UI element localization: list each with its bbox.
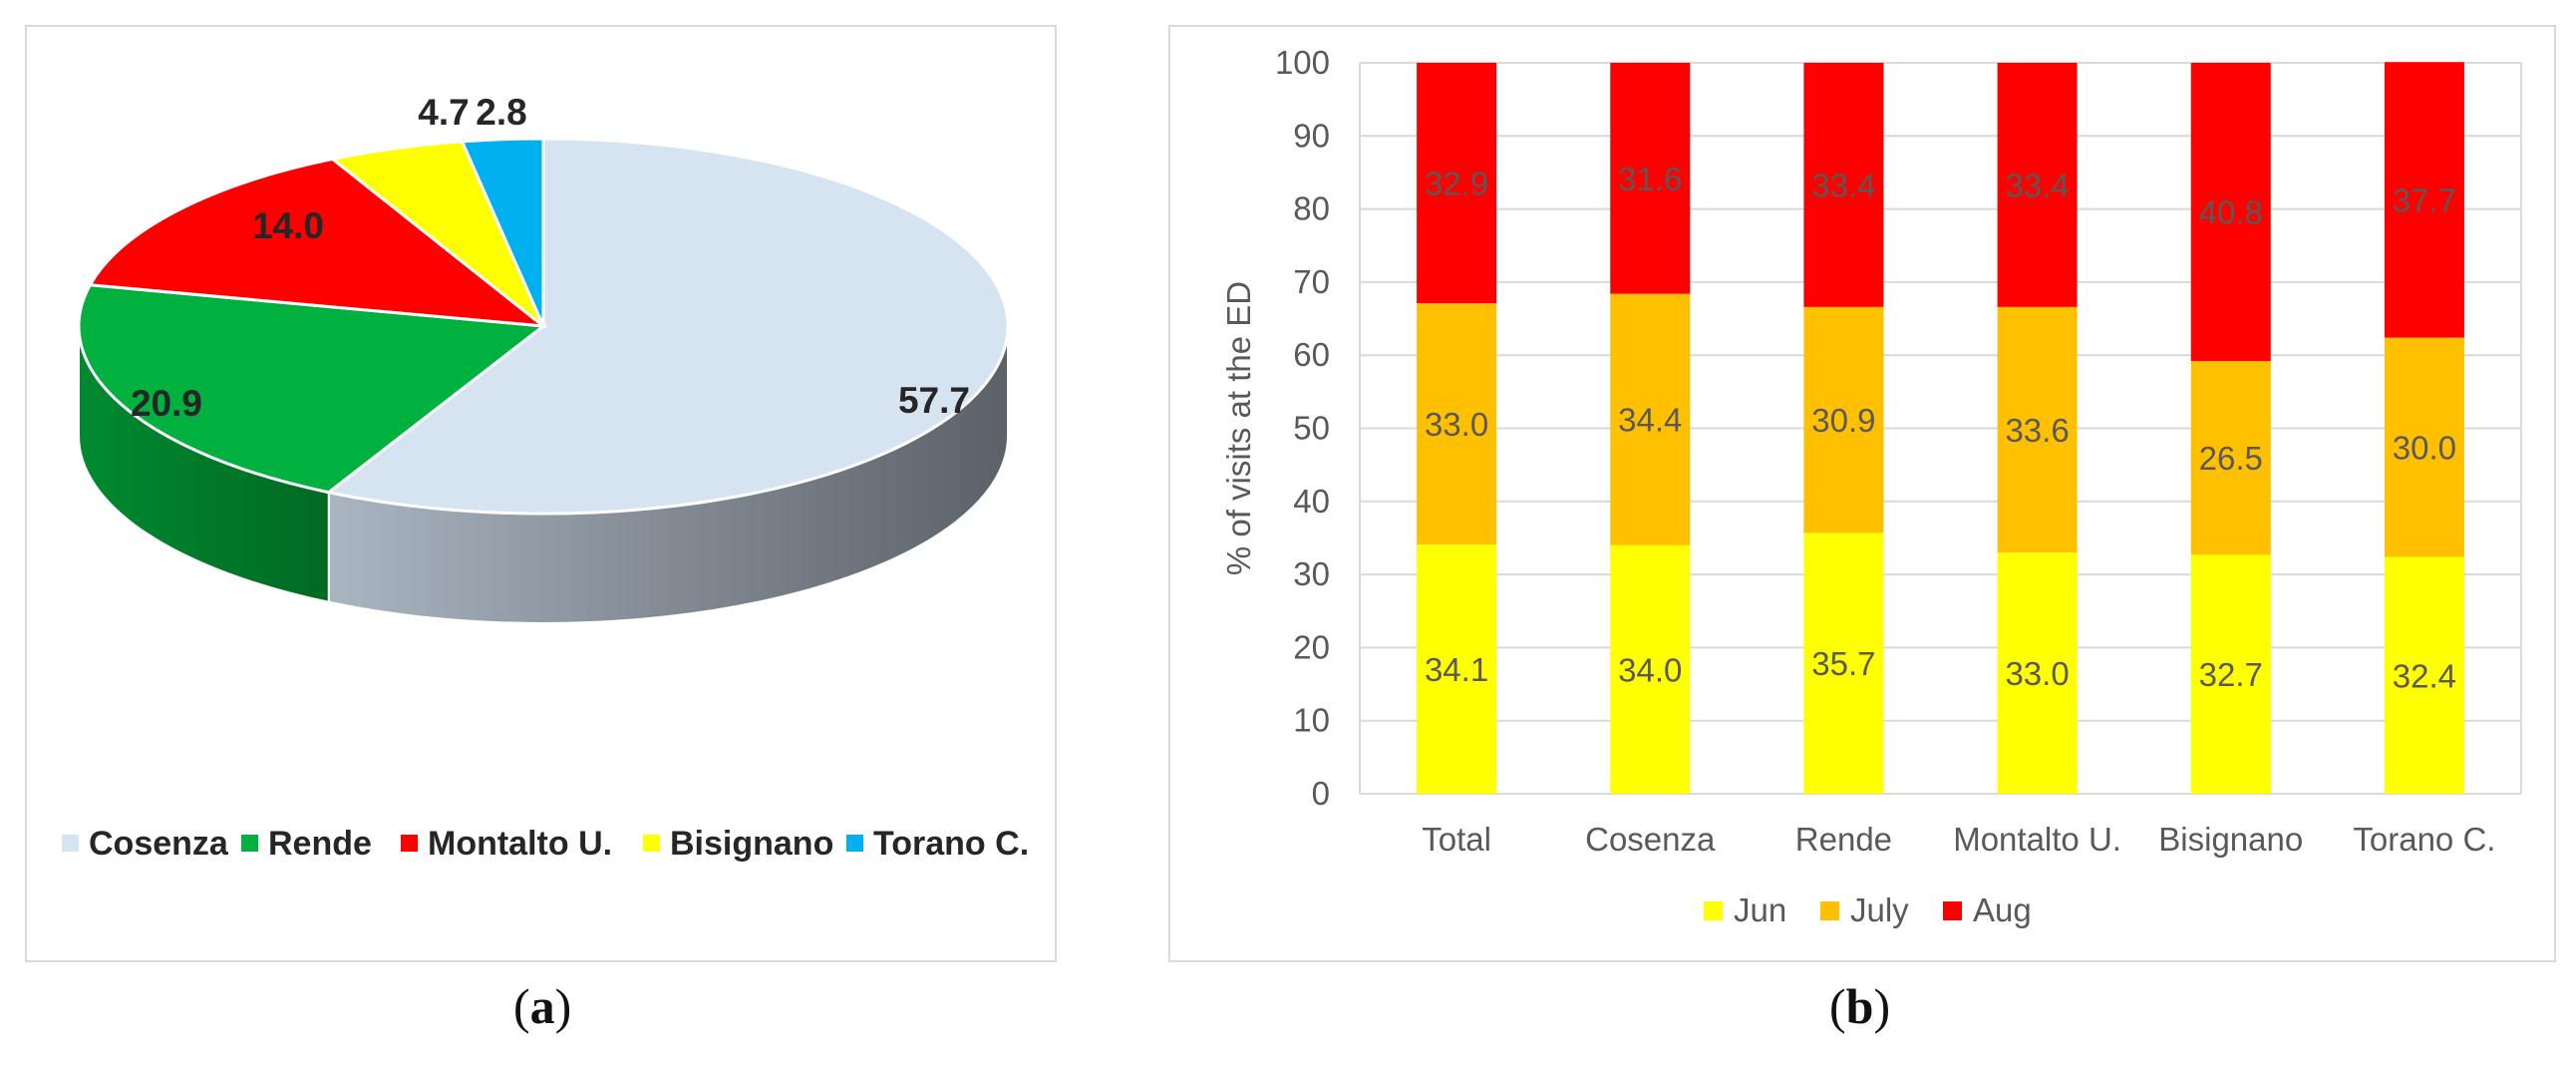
bar-aug-cosenza	[1610, 63, 1691, 294]
bar-jun-torano-c	[2384, 556, 2464, 794]
bar-aug-montalto-u	[1997, 63, 2078, 307]
bar-aug-torano-c	[2384, 62, 2464, 338]
y-tick-label: 60	[1293, 336, 1330, 373]
bar-jun-montalto-u	[1997, 552, 2078, 794]
pie-data-label: 20.9	[131, 383, 202, 424]
bar-data-label-jun: 34.0	[1618, 651, 1682, 688]
bar-jun-rende	[1803, 532, 1884, 794]
y-tick-label: 0	[1312, 775, 1330, 812]
bar-data-label-july: 34.4	[1618, 402, 1682, 439]
legend-label-july: July	[1850, 891, 1909, 928]
stacked-bar-chart-panel: 0 10 20 30 40 50 60 70 80 90 100 % of visits at the…	[1168, 25, 2556, 962]
x-tick-label: Rende	[1795, 821, 1892, 858]
y-tick-label: 10	[1293, 702, 1330, 739]
bar-jun-cosenza	[1610, 544, 1691, 794]
legend-swatch-montalto-u	[401, 835, 418, 852]
legend-label-montalto-u: Montalto U.	[428, 825, 612, 863]
legend-label-aug: Aug	[1973, 891, 2032, 928]
bar-data-label-aug: 33.4	[2005, 167, 2069, 203]
y-tick-label: 70	[1293, 263, 1330, 300]
bar-data-label-july: 30.9	[1811, 402, 1875, 439]
bar-data-label-aug: 32.9	[1425, 166, 1488, 202]
pie-chart-panel: 57.7 20.9 14.0 4.7 2.8 Cosenza Rende Montalto U…	[25, 25, 1057, 962]
bar-data-label-jun: 35.7	[1811, 645, 1875, 682]
bar-july-torano-c	[2384, 337, 2464, 557]
bar-data-label-jun: 32.7	[2199, 656, 2263, 693]
y-tick-label: 40	[1293, 483, 1330, 520]
legend-swatch-aug	[1943, 901, 1962, 920]
x-tick-label: Montalto U.	[1953, 821, 2121, 858]
y-axis-title: % of visits at the ED	[1220, 281, 1257, 575]
pie-data-label: 2.8	[476, 92, 526, 133]
legend-swatch-rende	[241, 835, 258, 852]
bar-aug-bisignano	[2190, 63, 2271, 362]
legend-label-rende: Rende	[268, 825, 372, 863]
pie-data-label: 14.0	[252, 205, 324, 246]
y-tick-label: 30	[1293, 555, 1330, 592]
pie-slice-rende	[77, 283, 547, 495]
pie-slice-montalto-u	[87, 157, 548, 328]
legend-label-cosenza: Cosenza	[89, 825, 229, 863]
bar-july-rende	[1803, 306, 1884, 533]
bar-data-label-jun: 32.4	[2393, 657, 2456, 694]
legend-swatch-bisignano	[643, 835, 660, 852]
pie-slice-cosenza	[325, 137, 1010, 516]
bar-july-total	[1417, 303, 1497, 545]
legend-label-jun: Jun	[1734, 891, 1786, 928]
bar-data-label-july: 33.6	[2005, 412, 2069, 449]
stacked-bar-chart: 0 10 20 30 40 50 60 70 80 90 100 % of visits at the…	[1220, 44, 2522, 928]
legend-label-torano-c: Torano C.	[873, 825, 1029, 863]
caption-a: (a)	[513, 978, 572, 1034]
bar-data-label-july: 33.0	[1425, 406, 1488, 443]
bar-data-label-aug: 40.8	[2199, 194, 2263, 231]
bar-data-label-july: 26.5	[2199, 440, 2263, 477]
y-tick-label: 50	[1293, 410, 1330, 447]
pie-data-label: 4.7	[418, 92, 469, 133]
x-tick-label: Torano C.	[2353, 821, 2495, 858]
bar-july-cosenza	[1610, 293, 1691, 545]
y-tick-label: 20	[1293, 628, 1330, 665]
bar-aug-total	[1417, 63, 1497, 304]
bar-jun-bisignano	[2190, 554, 2271, 794]
legend-swatch-july	[1820, 901, 1839, 920]
bar-data-label-aug: 31.6	[1618, 161, 1682, 197]
pie-slice-torano-c	[460, 137, 545, 327]
y-tick-label: 90	[1293, 117, 1330, 154]
legend-label-bisignano: Bisignano	[670, 825, 833, 863]
y-tick-label: 80	[1293, 190, 1330, 227]
legend-swatch-cosenza	[62, 835, 79, 852]
bar-jun-total	[1417, 544, 1497, 794]
legend-swatch-torano-c	[846, 835, 863, 852]
caption-b: (b)	[1829, 978, 1891, 1034]
pie-chart: 57.7 20.9 14.0 4.7 2.8 Cosenza Rende Montalto U…	[62, 92, 1029, 863]
bar-aug-rende	[1803, 63, 1884, 307]
x-tick-label: Total	[1422, 821, 1491, 858]
pie-data-label: 57.7	[898, 380, 970, 421]
y-tick-label: 100	[1275, 44, 1330, 81]
bar-data-label-jun: 33.0	[2005, 655, 2069, 692]
bar-july-bisignano	[2190, 361, 2271, 555]
legend-swatch-jun	[1704, 901, 1723, 920]
bar-july-montalto-u	[1997, 306, 2078, 553]
bar-data-label-jun: 34.1	[1425, 651, 1488, 688]
bar-data-label-aug: 37.7	[2393, 181, 2456, 218]
bar-data-label-july: 30.0	[2393, 430, 2456, 467]
bar-data-label-aug: 33.4	[1811, 167, 1875, 203]
x-tick-label: Bisignano	[2158, 821, 2303, 858]
x-tick-label: Cosenza	[1585, 821, 1716, 858]
